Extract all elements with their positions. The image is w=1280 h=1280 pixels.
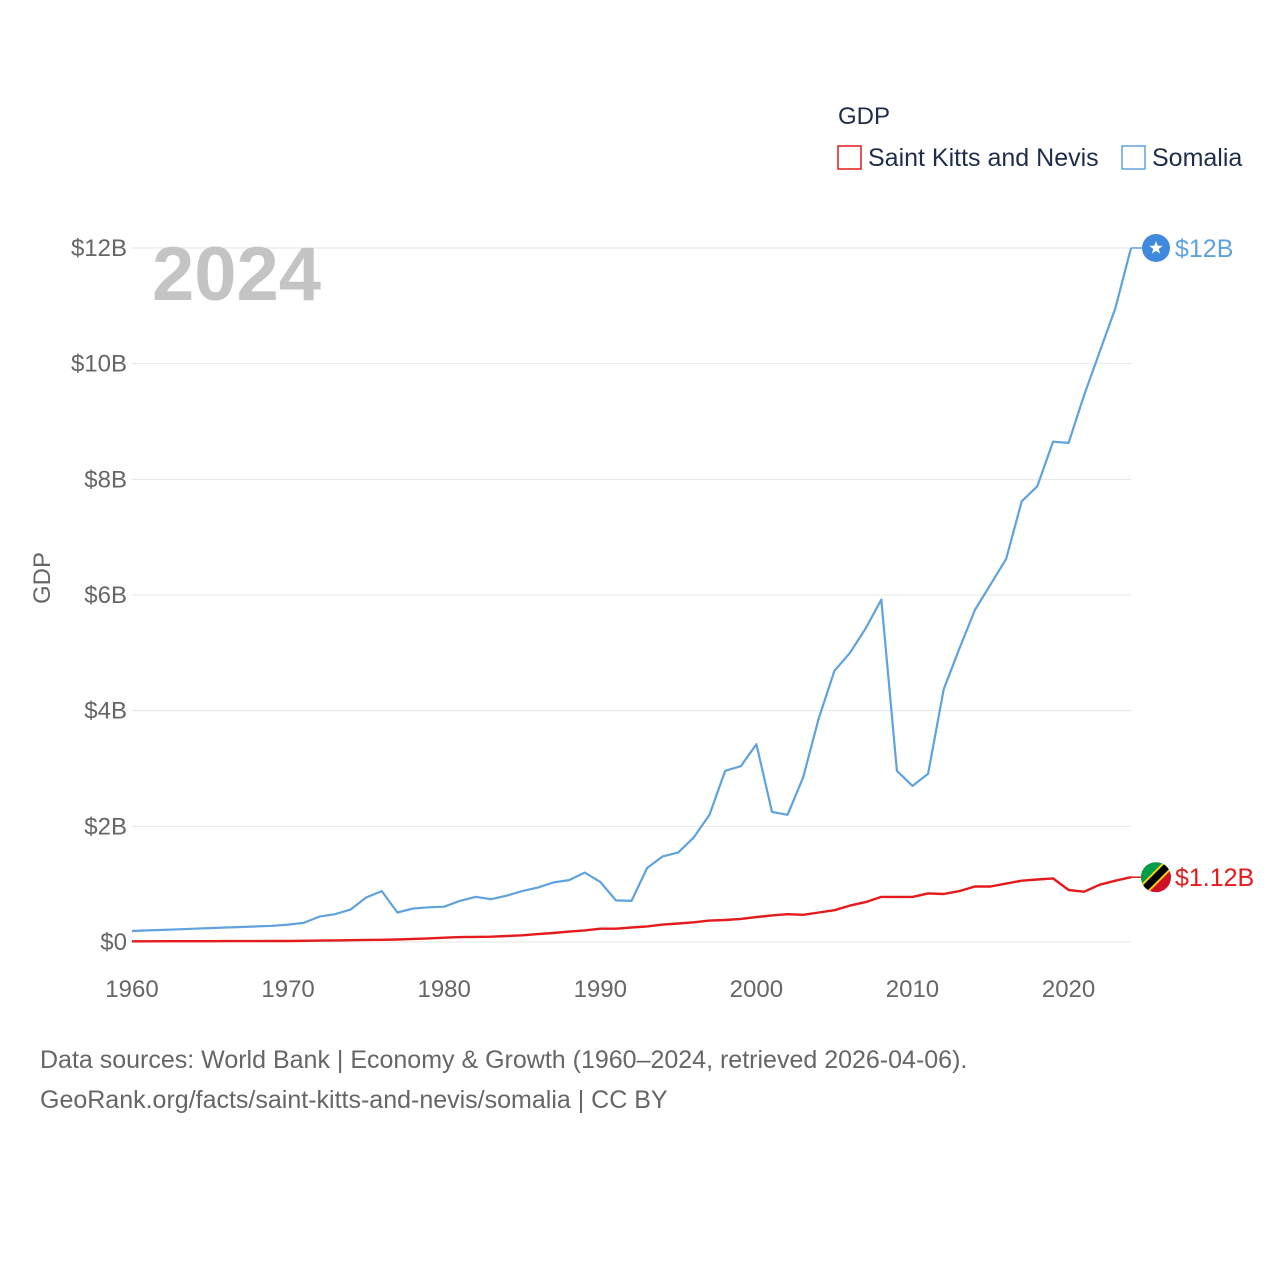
series-line-somalia[interactable] xyxy=(131,247,1133,933)
legend: GDP Saint Kitts and Nevis Somalia xyxy=(837,103,1242,172)
series-lines xyxy=(131,247,1133,943)
footer-link[interactable]: GeoRank.org/facts/saint-kitts-and-nevis/… xyxy=(40,1086,668,1114)
somalia-flag-star xyxy=(1149,241,1163,254)
saint-kitts-and-nevis-flag-icon xyxy=(1141,862,1171,893)
x-tick-label: 2000 xyxy=(730,976,783,1003)
y-axis-ticks: $0 $2B $4B $6B $8B $10B $12B xyxy=(71,235,127,956)
y-tick-label: $2B xyxy=(84,813,127,840)
legend-label-saint-kitts-and-nevis[interactable]: Saint Kitts and Nevis xyxy=(868,144,1099,172)
end-value-label-saint-kitts-and-nevis: $1.12B xyxy=(1175,864,1254,892)
y-tick-label: $8B xyxy=(84,466,127,493)
series-line-saint-kitts-and-nevis[interactable] xyxy=(132,876,1132,943)
gdp-line-chart: $0 $2B $4B $6B $8B $10B $12B 1960 1970 1980 1990 2… xyxy=(29,103,1254,1003)
year-label: 2024 xyxy=(152,232,321,317)
y-tick-label: $6B xyxy=(84,582,127,609)
x-tick-label: 1960 xyxy=(105,976,158,1003)
series-end-markers: $12B $1.12B xyxy=(1131,234,1254,893)
y-tick-label: $12B xyxy=(71,235,127,262)
y-tick-label: $0 xyxy=(100,929,127,956)
x-tick-label: 2010 xyxy=(886,976,939,1003)
legend-swatch-somalia[interactable] xyxy=(1121,145,1146,170)
x-tick-label: 1980 xyxy=(417,976,470,1003)
x-axis-ticks: 1960 1970 1980 1990 2000 2010 2020 xyxy=(105,976,1095,1003)
footer: Data sources: World Bank | Economy & Gro… xyxy=(40,1040,1240,1120)
end-value-label-somalia: $12B xyxy=(1175,235,1233,263)
y-tick-label: $4B xyxy=(84,698,127,725)
legend-label-somalia[interactable]: Somalia xyxy=(1152,144,1242,172)
y-tick-label: $10B xyxy=(71,351,127,378)
x-tick-label: 2020 xyxy=(1042,976,1095,1003)
x-tick-label: 1990 xyxy=(574,976,627,1003)
legend-swatch-saint-kitts-and-nevis[interactable] xyxy=(837,145,862,170)
gridlines xyxy=(132,247,1131,943)
legend-title: GDP xyxy=(838,103,890,130)
flag-black-band xyxy=(1141,862,1171,893)
x-tick-label: 1970 xyxy=(261,976,314,1003)
y-axis-title: GDP xyxy=(29,552,56,604)
footer-sources: Data sources: World Bank | Economy & Gro… xyxy=(40,1046,968,1074)
